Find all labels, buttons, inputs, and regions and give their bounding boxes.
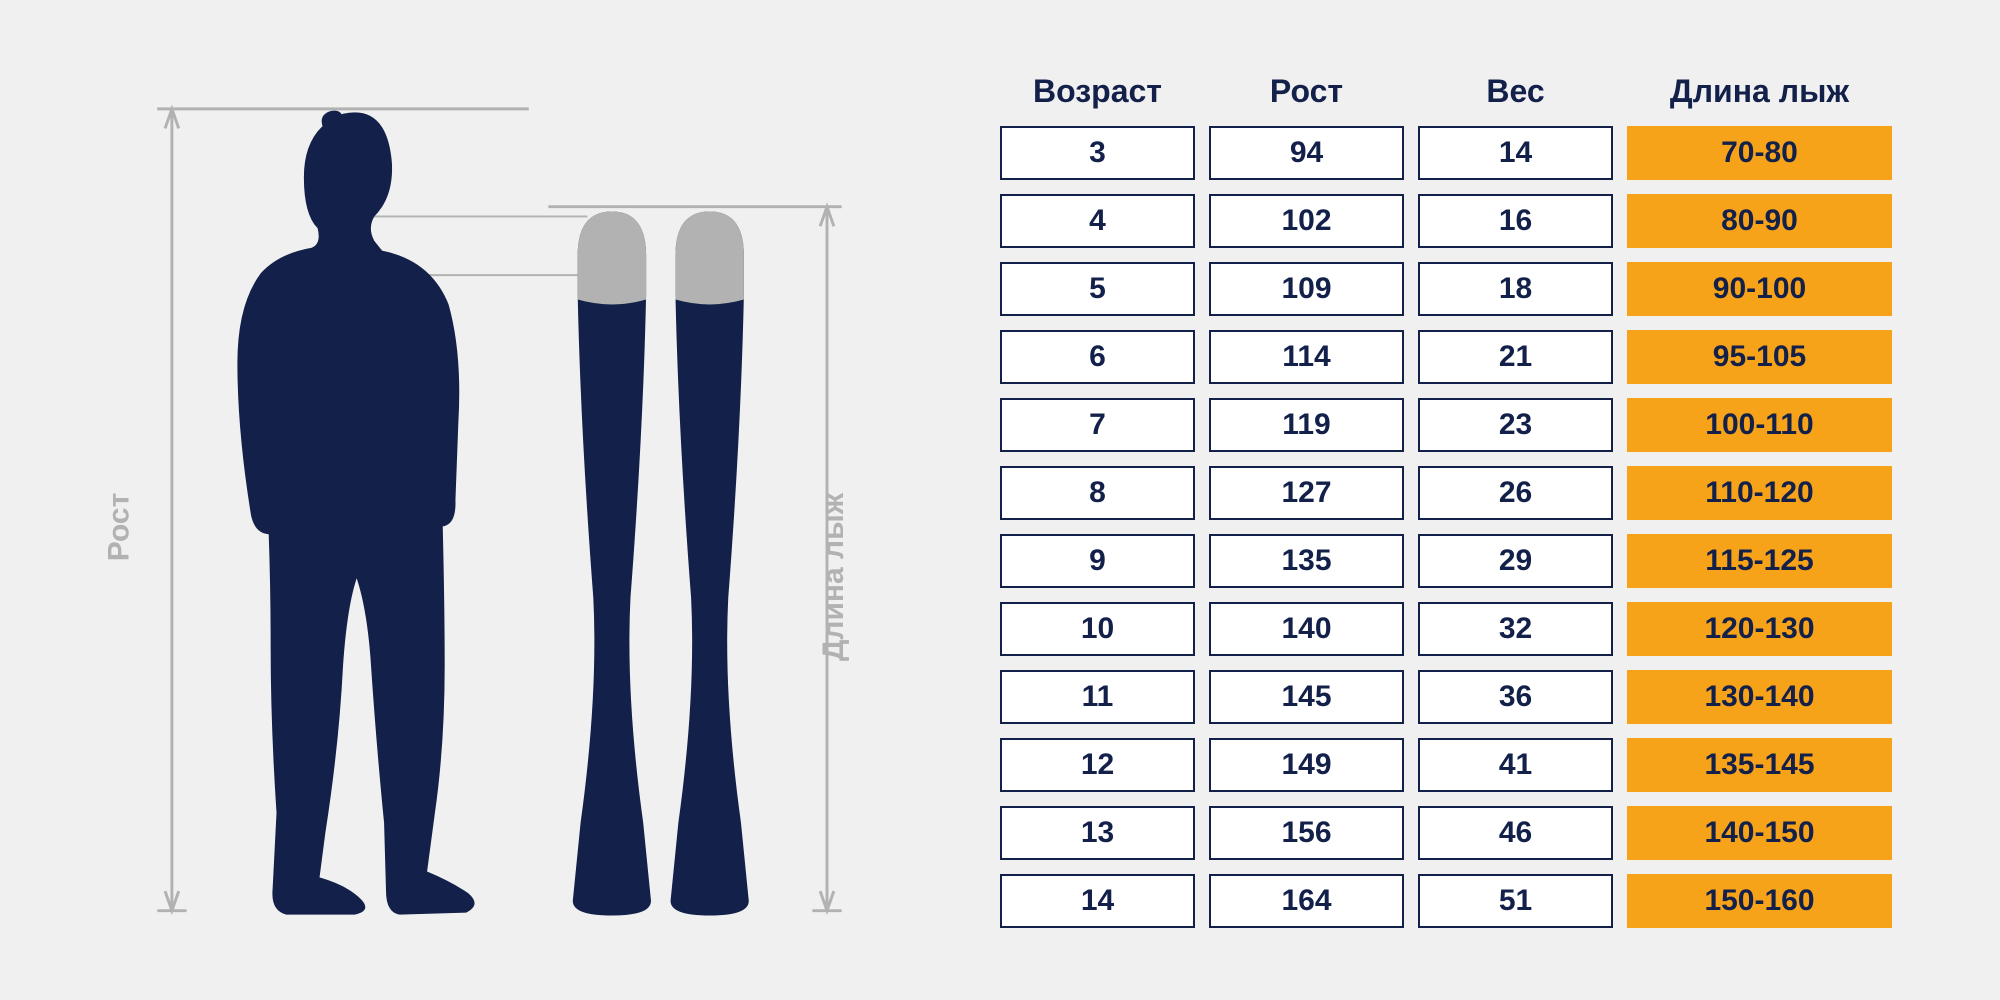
table-row: 7 119 23 100-110 [1000,398,1950,452]
col-header-weight: Вес [1418,73,1613,110]
col-header-height: Рост [1209,73,1404,110]
table-row: 13 156 46 140-150 [1000,806,1950,860]
table-row: 10 140 32 120-130 [1000,602,1950,656]
ski-left [573,212,651,916]
cell-value: 149 [1209,738,1404,792]
cell-value: 14 [1418,126,1613,180]
cell-value: 145 [1209,670,1404,724]
cell-value: 18 [1418,262,1613,316]
cell-value: 9 [1000,534,1195,588]
cell-value: 5 [1000,262,1195,316]
cell-value: 32 [1418,602,1613,656]
person-silhouette [237,111,474,915]
cell-value: 11 [1000,670,1195,724]
table-row: 6 114 21 95-105 [1000,330,1950,384]
cell-ski-length: 80-90 [1627,194,1892,248]
cell-value: 7 [1000,398,1195,452]
table-row: 14 164 51 150-160 [1000,874,1950,928]
cell-value: 109 [1209,262,1404,316]
infographic-container: Рост Длина лыж Возраст Рост Вес Длина лы… [50,50,1950,950]
cell-value: 10 [1000,602,1195,656]
cell-value: 23 [1418,398,1613,452]
ski-tip-left [578,212,646,305]
cell-value: 135 [1209,534,1404,588]
cell-value: 127 [1209,466,1404,520]
cell-ski-length: 150-160 [1627,874,1892,928]
col-header-ski: Длина лыж [1627,73,1892,110]
height-axis-label: Рост [102,493,136,562]
cell-value: 119 [1209,398,1404,452]
cell-value: 14 [1000,874,1195,928]
cell-value: 21 [1418,330,1613,384]
cell-value: 102 [1209,194,1404,248]
cell-value: 164 [1209,874,1404,928]
cell-value: 29 [1418,534,1613,588]
cell-ski-length: 115-125 [1627,534,1892,588]
table-row: 4 102 16 80-90 [1000,194,1950,248]
size-table: Возраст Рост Вес Длина лыж 3 94 14 70-80 4 10… [1000,73,1950,928]
table-row: 3 94 14 70-80 [1000,126,1950,180]
cell-ski-length: 130-140 [1627,670,1892,724]
ski-size-illustration [50,60,900,940]
cell-value: 6 [1000,330,1195,384]
cell-value: 41 [1418,738,1613,792]
cell-value: 36 [1418,670,1613,724]
cell-value: 140 [1209,602,1404,656]
cell-value: 94 [1209,126,1404,180]
cell-value: 8 [1000,466,1195,520]
cell-ski-length: 135-145 [1627,738,1892,792]
cell-value: 51 [1418,874,1613,928]
table-row: 11 145 36 130-140 [1000,670,1950,724]
col-header-age: Возраст [1000,73,1195,110]
table-row: 8 127 26 110-120 [1000,466,1950,520]
cell-value: 3 [1000,126,1195,180]
cell-value: 13 [1000,806,1195,860]
cell-value: 16 [1418,194,1613,248]
cell-ski-length: 100-110 [1627,398,1892,452]
ski-right [671,212,749,916]
table-header-row: Возраст Рост Вес Длина лыж [1000,73,1950,110]
table-body: 3941470-8041021680-9051091890-1006114219… [1000,126,1950,928]
cell-value: 156 [1209,806,1404,860]
cell-value: 114 [1209,330,1404,384]
ski-tip-right [675,212,743,305]
cell-ski-length: 70-80 [1627,126,1892,180]
illustration-panel: Рост Длина лыж [50,60,900,940]
table-row: 9 135 29 115-125 [1000,534,1950,588]
cell-ski-length: 90-100 [1627,262,1892,316]
ski-length-axis-label: Длина лыж [817,493,851,661]
cell-value: 12 [1000,738,1195,792]
cell-ski-length: 120-130 [1627,602,1892,656]
cell-value: 46 [1418,806,1613,860]
table-row: 12 149 41 135-145 [1000,738,1950,792]
cell-value: 4 [1000,194,1195,248]
cell-value: 26 [1418,466,1613,520]
cell-ski-length: 95-105 [1627,330,1892,384]
cell-ski-length: 110-120 [1627,466,1892,520]
table-row: 5 109 18 90-100 [1000,262,1950,316]
cell-ski-length: 140-150 [1627,806,1892,860]
